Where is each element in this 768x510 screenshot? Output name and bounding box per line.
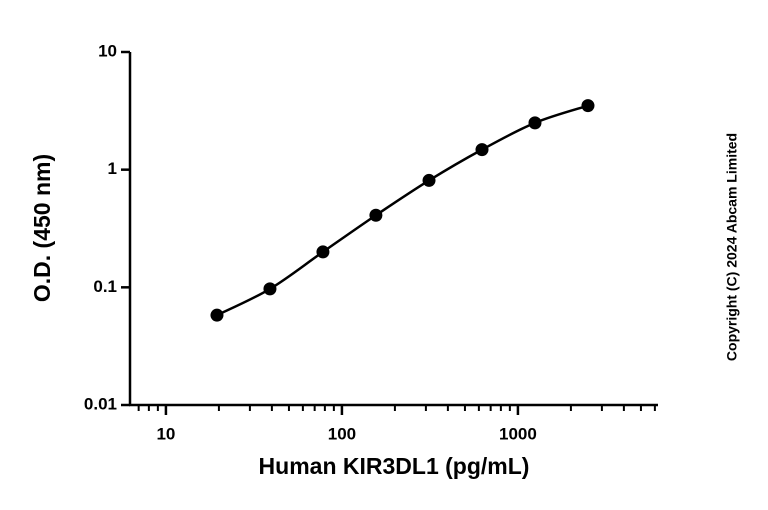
x-tick-label: 100 <box>328 424 356 443</box>
data-point <box>581 99 595 113</box>
y-tick-label: 1 <box>108 159 117 178</box>
data-point <box>475 143 489 157</box>
data-point <box>528 116 542 130</box>
y-tick-label: 0.1 <box>93 277 117 296</box>
data-point <box>210 308 224 322</box>
data-point <box>316 245 330 259</box>
fit-curve <box>216 104 589 317</box>
data-point <box>422 173 436 187</box>
x-tick-label: 1000 <box>499 424 537 443</box>
data-point <box>263 282 277 296</box>
y-axis-label: O.D. (450 nm) <box>29 154 55 302</box>
copyright: Copyright (C) 2024 Abcam Limited <box>724 133 740 361</box>
data-point <box>369 208 383 222</box>
y-tick-label: 10 <box>98 41 117 60</box>
x-tick-label: 10 <box>156 424 175 443</box>
x-axis-label: Human KIR3DL1 (pg/mL) <box>259 453 530 479</box>
y-tick-label: 0.01 <box>84 394 117 413</box>
